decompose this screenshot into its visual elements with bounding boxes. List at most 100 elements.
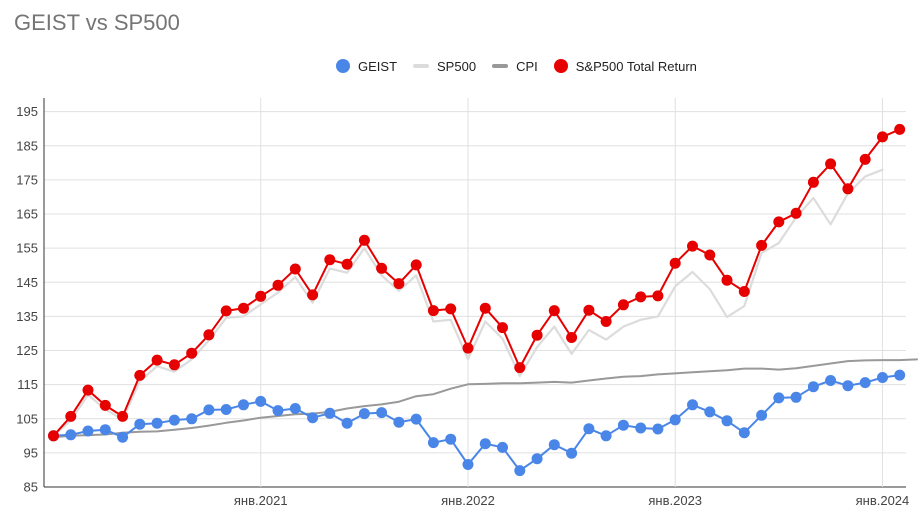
data-point-geist[interactable]	[289, 403, 301, 414]
data-point-s-p500-total-return[interactable]	[669, 257, 681, 269]
data-point-s-p500-total-return[interactable]	[583, 304, 595, 316]
data-point-geist[interactable]	[203, 404, 215, 416]
data-point-s-p500-total-return[interactable]	[186, 347, 198, 359]
data-point-s-p500-total-return[interactable]	[393, 278, 405, 290]
data-point-geist[interactable]	[669, 414, 681, 426]
data-point-s-p500-total-return[interactable]	[99, 399, 111, 411]
data-point-s-p500-total-return[interactable]	[307, 289, 319, 301]
data-point-geist[interactable]	[220, 404, 232, 415]
data-point-s-p500-total-return[interactable]	[117, 410, 129, 422]
data-point-geist[interactable]	[721, 415, 733, 427]
data-point-geist[interactable]	[134, 418, 146, 430]
data-point-geist[interactable]	[497, 441, 508, 453]
data-point-s-p500-total-return[interactable]	[859, 153, 871, 165]
data-point-geist[interactable]	[479, 438, 491, 450]
data-point-s-p500-total-return[interactable]	[151, 354, 163, 366]
data-point-s-p500-total-return[interactable]	[773, 216, 785, 228]
data-point-s-p500-total-return[interactable]	[497, 322, 508, 334]
data-point-s-p500-total-return[interactable]	[531, 329, 543, 341]
data-point-geist[interactable]	[307, 412, 319, 424]
data-point-geist[interactable]	[617, 419, 629, 431]
data-point-geist[interactable]	[738, 427, 750, 439]
data-point-s-p500-total-return[interactable]	[738, 286, 750, 297]
data-point-geist[interactable]	[652, 423, 664, 435]
data-point-geist[interactable]	[117, 431, 129, 443]
data-point-geist[interactable]	[255, 395, 267, 407]
data-point-geist[interactable]	[583, 423, 595, 435]
data-point-s-p500-total-return[interactable]	[341, 258, 353, 270]
data-point-geist[interactable]	[825, 375, 837, 386]
legend-item-geist[interactable]: GEIST	[336, 59, 397, 74]
data-point-s-p500-total-return[interactable]	[721, 274, 733, 286]
data-point-s-p500-total-return[interactable]	[358, 234, 370, 246]
data-point-geist[interactable]	[773, 392, 785, 404]
data-point-geist[interactable]	[842, 380, 854, 392]
data-point-s-p500-total-return[interactable]	[48, 430, 59, 442]
data-point-geist[interactable]	[82, 425, 94, 437]
data-point-s-p500-total-return[interactable]	[652, 290, 664, 302]
data-point-s-p500-total-return[interactable]	[635, 291, 647, 303]
data-point-geist[interactable]	[807, 381, 819, 393]
data-point-s-p500-total-return[interactable]	[65, 410, 77, 422]
data-point-s-p500-total-return[interactable]	[687, 240, 698, 252]
data-point-s-p500-total-return[interactable]	[877, 131, 888, 143]
data-point-s-p500-total-return[interactable]	[324, 254, 336, 266]
data-point-s-p500-total-return[interactable]	[238, 302, 249, 314]
data-point-geist[interactable]	[376, 407, 388, 419]
data-point-geist[interactable]	[151, 417, 163, 429]
data-point-s-p500-total-return[interactable]	[462, 342, 474, 354]
data-point-s-p500-total-return[interactable]	[617, 299, 629, 311]
data-point-geist[interactable]	[445, 433, 457, 445]
data-point-s-p500-total-return[interactable]	[825, 158, 837, 170]
data-point-geist[interactable]	[272, 405, 284, 417]
data-point-s-p500-total-return[interactable]	[134, 369, 146, 381]
data-point-geist[interactable]	[687, 399, 698, 411]
data-point-geist[interactable]	[548, 439, 560, 451]
data-point-s-p500-total-return[interactable]	[445, 303, 457, 315]
data-point-geist[interactable]	[531, 453, 543, 465]
data-point-geist[interactable]	[859, 377, 871, 389]
legend-item-sp500-total-return[interactable]: S&P500 Total Return	[553, 59, 697, 74]
data-point-s-p500-total-return[interactable]	[704, 249, 716, 261]
data-point-s-p500-total-return[interactable]	[514, 362, 526, 374]
data-point-s-p500-total-return[interactable]	[203, 329, 215, 341]
data-point-s-p500-total-return[interactable]	[566, 332, 578, 343]
data-point-s-p500-total-return[interactable]	[756, 239, 768, 251]
data-point-geist[interactable]	[790, 391, 802, 403]
data-point-geist[interactable]	[65, 429, 77, 441]
data-point-s-p500-total-return[interactable]	[600, 316, 612, 327]
data-point-s-p500-total-return[interactable]	[548, 305, 560, 317]
data-point-s-p500-total-return[interactable]	[272, 279, 284, 291]
data-point-geist[interactable]	[393, 416, 405, 428]
data-point-s-p500-total-return[interactable]	[427, 305, 439, 317]
data-point-geist[interactable]	[238, 399, 249, 411]
data-point-s-p500-total-return[interactable]	[410, 259, 422, 271]
data-point-s-p500-total-return[interactable]	[168, 359, 180, 371]
data-point-geist[interactable]	[600, 430, 612, 442]
data-point-s-p500-total-return[interactable]	[842, 183, 854, 195]
data-point-geist[interactable]	[410, 413, 422, 425]
data-point-geist[interactable]	[168, 414, 180, 426]
data-point-geist[interactable]	[635, 422, 647, 434]
data-point-geist[interactable]	[704, 406, 716, 418]
data-point-geist[interactable]	[324, 407, 336, 419]
legend-item-sp500[interactable]: SP500	[413, 59, 476, 74]
data-point-s-p500-total-return[interactable]	[479, 302, 491, 314]
data-point-geist[interactable]	[186, 413, 198, 425]
data-point-s-p500-total-return[interactable]	[790, 207, 802, 219]
data-point-geist[interactable]	[894, 369, 906, 381]
data-point-geist[interactable]	[99, 424, 111, 436]
data-point-geist[interactable]	[514, 465, 526, 477]
data-point-s-p500-total-return[interactable]	[220, 305, 232, 317]
data-point-geist[interactable]	[341, 417, 353, 429]
data-point-geist[interactable]	[427, 437, 439, 449]
data-point-s-p500-total-return[interactable]	[807, 176, 819, 188]
legend-item-cpi[interactable]: CPI	[492, 59, 538, 74]
data-point-s-p500-total-return[interactable]	[376, 262, 388, 274]
data-point-s-p500-total-return[interactable]	[894, 123, 906, 135]
data-point-s-p500-total-return[interactable]	[255, 290, 267, 302]
data-point-s-p500-total-return[interactable]	[289, 263, 301, 275]
data-point-geist[interactable]	[462, 459, 474, 470]
data-point-s-p500-total-return[interactable]	[82, 384, 94, 396]
data-point-geist[interactable]	[756, 409, 768, 421]
